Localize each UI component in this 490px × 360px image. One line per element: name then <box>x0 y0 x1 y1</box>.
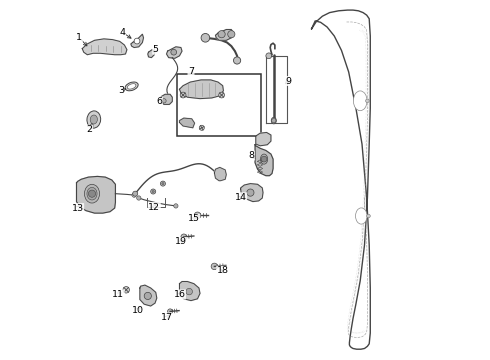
Text: 14: 14 <box>235 193 246 202</box>
Polygon shape <box>215 167 226 181</box>
Circle shape <box>134 38 140 44</box>
Circle shape <box>366 99 369 103</box>
Text: 6: 6 <box>156 97 162 106</box>
Ellipse shape <box>87 111 100 128</box>
Circle shape <box>186 288 193 295</box>
Circle shape <box>133 191 138 196</box>
Circle shape <box>162 99 166 103</box>
Circle shape <box>199 125 204 130</box>
Text: 18: 18 <box>217 266 229 275</box>
Text: 5: 5 <box>153 45 159 54</box>
Text: 11: 11 <box>112 290 124 299</box>
Circle shape <box>201 33 210 42</box>
Polygon shape <box>312 10 370 349</box>
Circle shape <box>261 156 267 162</box>
Polygon shape <box>179 282 200 301</box>
Circle shape <box>151 189 156 194</box>
Circle shape <box>211 263 218 270</box>
Ellipse shape <box>353 91 367 111</box>
Text: 17: 17 <box>161 313 172 322</box>
Circle shape <box>181 234 187 240</box>
Ellipse shape <box>356 208 367 224</box>
Ellipse shape <box>90 115 98 124</box>
Ellipse shape <box>87 187 97 200</box>
Circle shape <box>123 287 129 293</box>
Bar <box>176 74 261 136</box>
Polygon shape <box>216 30 233 40</box>
Polygon shape <box>179 80 223 99</box>
Circle shape <box>367 214 370 218</box>
Polygon shape <box>167 47 182 58</box>
Text: 8: 8 <box>248 151 254 160</box>
Polygon shape <box>255 145 273 176</box>
Circle shape <box>218 31 225 38</box>
Text: 19: 19 <box>175 238 187 246</box>
Text: 16: 16 <box>173 290 186 299</box>
Ellipse shape <box>261 154 268 164</box>
Circle shape <box>88 190 96 197</box>
Circle shape <box>137 196 141 200</box>
Polygon shape <box>256 132 271 146</box>
Circle shape <box>160 181 166 186</box>
Circle shape <box>180 92 186 98</box>
Circle shape <box>271 118 276 123</box>
Ellipse shape <box>125 82 138 91</box>
Text: 12: 12 <box>148 202 160 211</box>
Polygon shape <box>241 184 263 202</box>
Text: 13: 13 <box>72 204 84 212</box>
Polygon shape <box>131 34 144 48</box>
Text: 9: 9 <box>285 77 291 85</box>
Text: 10: 10 <box>132 306 144 315</box>
Circle shape <box>247 189 254 196</box>
Circle shape <box>219 92 224 98</box>
Polygon shape <box>160 94 172 104</box>
Ellipse shape <box>127 84 136 89</box>
Circle shape <box>174 204 178 208</box>
Polygon shape <box>148 50 155 58</box>
Text: 3: 3 <box>118 86 124 95</box>
Circle shape <box>266 53 271 59</box>
Polygon shape <box>140 285 157 306</box>
Circle shape <box>144 292 151 300</box>
Ellipse shape <box>271 117 276 124</box>
Circle shape <box>171 49 176 55</box>
Text: 2: 2 <box>86 125 93 134</box>
Text: 4: 4 <box>120 28 125 37</box>
Circle shape <box>194 212 201 219</box>
Circle shape <box>228 31 235 38</box>
Text: 15: 15 <box>188 214 200 223</box>
Circle shape <box>162 183 164 185</box>
Circle shape <box>168 309 172 314</box>
Ellipse shape <box>84 184 99 203</box>
Polygon shape <box>179 118 195 128</box>
Circle shape <box>132 193 136 197</box>
Text: 1: 1 <box>76 33 82 42</box>
Polygon shape <box>76 176 116 213</box>
Circle shape <box>152 190 154 193</box>
Circle shape <box>233 57 241 64</box>
Text: 7: 7 <box>188 68 194 77</box>
Polygon shape <box>82 39 127 55</box>
